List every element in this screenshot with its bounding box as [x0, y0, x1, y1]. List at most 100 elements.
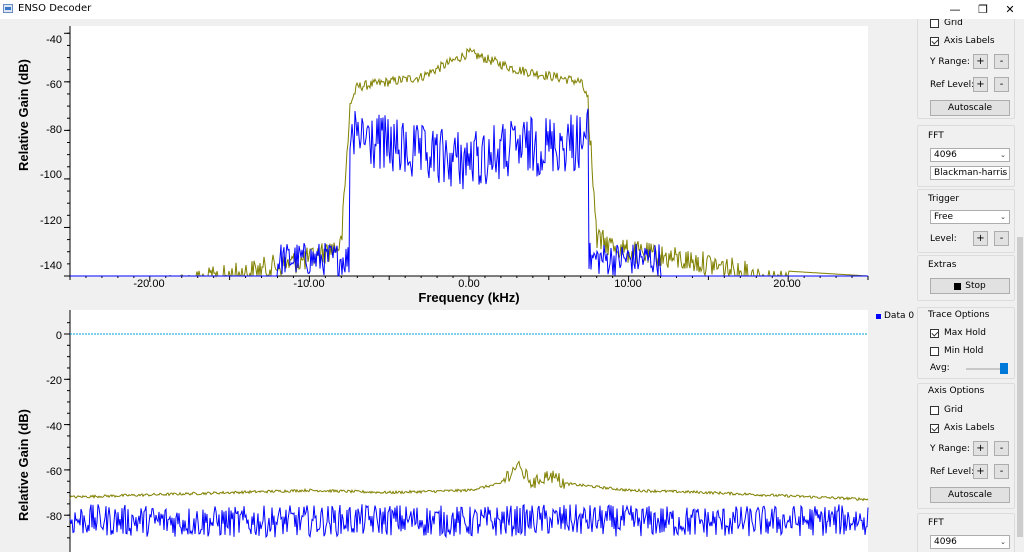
- autoscale-button[interactable]: Autoscale: [930, 100, 1010, 116]
- chevron-down-icon: ⌄: [1000, 213, 1006, 221]
- ref-level-label: Ref Level:: [930, 80, 975, 90]
- y-range-label: Y Range:: [930, 444, 970, 454]
- y-range-plus-button[interactable]: +: [973, 54, 988, 69]
- max-hold-checkbox[interactable]: [930, 328, 939, 338]
- trigger-mode-value: Free: [934, 212, 954, 222]
- autoscale-button[interactable]: Autoscale: [930, 487, 1010, 503]
- bottom-plot-panel: 0 -20 -40 -60 -80 Relative Gain (dB): [0, 306, 912, 552]
- grid-checkbox[interactable]: [930, 405, 939, 415]
- top-xtick-label: -20.00: [133, 278, 164, 290]
- bottom-max-hold-trace: [69, 460, 869, 502]
- trigger-level-plus-button[interactable]: +: [973, 231, 988, 246]
- restore-icon: ❐: [978, 3, 988, 16]
- axis-labels-checkbox-row[interactable]: Axis Labels: [930, 36, 995, 46]
- y-range-label: Y Range:: [930, 57, 970, 67]
- ref-level-label: Ref Level:: [930, 467, 975, 477]
- y-range-plus-button[interactable]: +: [973, 441, 988, 456]
- app-icon: [3, 4, 13, 13]
- axis-labels-checkbox[interactable]: [930, 423, 939, 433]
- top-xtick-label: -10.00: [293, 278, 324, 290]
- grid-checkbox-row[interactable]: Grid: [930, 19, 963, 28]
- sidebar-scrollbar[interactable]: [1016, 19, 1024, 552]
- plus-label: +: [976, 79, 985, 90]
- ref-level-plus-button[interactable]: +: [973, 77, 988, 92]
- trigger-level-minus-button[interactable]: -: [994, 231, 1009, 246]
- control-sidebar: Grid Axis Labels Y Range: + - Ref Level:…: [912, 19, 1016, 552]
- minus-label: -: [999, 466, 1004, 477]
- trace-options-title: Trace Options: [928, 310, 990, 320]
- ref-level-minus-button[interactable]: -: [994, 77, 1009, 92]
- bottom-plot-svg[interactable]: 0 -20 -40 -60 -80 Relative Gain (dB): [0, 306, 912, 552]
- fft-title: FFT: [928, 518, 944, 528]
- grid-checkbox[interactable]: [930, 19, 939, 28]
- min-hold-checkbox[interactable]: [930, 346, 939, 356]
- legend: Data 0: [876, 311, 914, 321]
- y-range-minus-button[interactable]: -: [994, 54, 1009, 69]
- axis-options-group: Axis Options Grid Axis Labels Y Range: +…: [917, 383, 1015, 509]
- minus-label: -: [999, 56, 1004, 67]
- minus-label: -: [999, 233, 1004, 244]
- close-button[interactable]: ✕: [996, 0, 1024, 19]
- grid-label: Grid: [944, 405, 963, 415]
- y-range-minus-button[interactable]: -: [994, 441, 1009, 456]
- top-plot-svg[interactable]: -40 -60 -80 -100 -120 -140 -20.00 -10.00…: [0, 19, 912, 306]
- stop-icon: [954, 282, 962, 290]
- bottom-ytick-label: -20: [46, 375, 62, 387]
- max-hold-checkbox-row[interactable]: Max Hold: [930, 328, 986, 338]
- legend-label: Data 0: [884, 311, 915, 321]
- min-hold-checkbox-row[interactable]: Min Hold: [930, 346, 983, 356]
- scrollbar-thumb[interactable]: [1017, 237, 1023, 537]
- minimize-button[interactable]: —: [932, 0, 978, 19]
- stop-button[interactable]: Stop: [930, 278, 1010, 294]
- bottom-live-trace: [69, 503, 869, 539]
- ref-level-plus-button[interactable]: +: [973, 464, 988, 479]
- top-xtick-label: 20.00: [773, 278, 801, 290]
- trigger-group: Trigger Free ⌄ Level: + -: [917, 189, 1015, 253]
- axis-labels-label: Axis Labels: [944, 423, 995, 433]
- trace-options-group: Trace Options Max Hold Min Hold Avg:: [917, 307, 1015, 379]
- plus-label: +: [976, 233, 985, 244]
- fft-size-value: 4096: [934, 537, 957, 547]
- plus-label: +: [976, 443, 985, 454]
- top-x-axis-title: Frequency (kHz): [418, 290, 519, 305]
- fft-size-select[interactable]: 4096 ⌄: [930, 535, 1010, 549]
- fft-size-value: 4096: [934, 150, 957, 160]
- trigger-title: Trigger: [928, 194, 960, 204]
- restore-button[interactable]: ❐: [960, 0, 1006, 19]
- chevron-down-icon: ⌄: [1000, 538, 1006, 546]
- grid-checkbox-row[interactable]: Grid: [930, 405, 963, 415]
- minus-label: -: [999, 79, 1004, 90]
- live-trace: [70, 108, 868, 277]
- extras-title: Extras: [928, 260, 957, 270]
- top-ytick-label: -80: [46, 124, 62, 136]
- ref-level-minus-button[interactable]: -: [994, 464, 1009, 479]
- fft-title: FFT: [928, 131, 944, 141]
- top-ytick-label: -140: [40, 260, 62, 272]
- fft-size-select[interactable]: 4096 ⌄: [930, 148, 1010, 162]
- bottom-ytick-label: -80: [46, 511, 62, 523]
- avg-slider-track[interactable]: [966, 368, 1002, 370]
- plus-label: +: [976, 56, 985, 67]
- plus-label: +: [976, 466, 985, 477]
- axis-labels-label: Axis Labels: [944, 36, 995, 46]
- top-plot-area: [70, 26, 868, 276]
- top-y-axis-title: Relative Gain (dB): [16, 59, 31, 171]
- top-ytick-label: -40: [46, 34, 62, 46]
- avg-label: Avg:: [930, 363, 950, 373]
- fft-group: FFT 4096 ⌄ Blackman-harris ⌄: [917, 125, 1015, 187]
- fft-window-select[interactable]: Blackman-harris ⌄: [930, 166, 1010, 180]
- top-xtick-label: 0.00: [458, 278, 479, 290]
- axis-labels-checkbox[interactable]: [930, 36, 939, 46]
- avg-slider-handle[interactable]: [1000, 363, 1008, 374]
- top-xtick-label: 10.00: [614, 278, 642, 290]
- axis-labels-checkbox-row[interactable]: Axis Labels: [930, 423, 995, 433]
- trigger-mode-select[interactable]: Free ⌄: [930, 210, 1010, 224]
- grid-label: Grid: [944, 19, 963, 28]
- autoscale-label: Autoscale: [947, 103, 993, 113]
- close-icon: ✕: [1005, 3, 1015, 16]
- min-hold-label: Min Hold: [944, 346, 984, 356]
- title-bar: ENSO Decoder — ❐ ✕: [0, 0, 1024, 19]
- max-hold-label: Max Hold: [944, 328, 986, 338]
- extras-group: Extras Stop: [917, 255, 1015, 301]
- fft-window-value: Blackman-harris: [934, 168, 1008, 178]
